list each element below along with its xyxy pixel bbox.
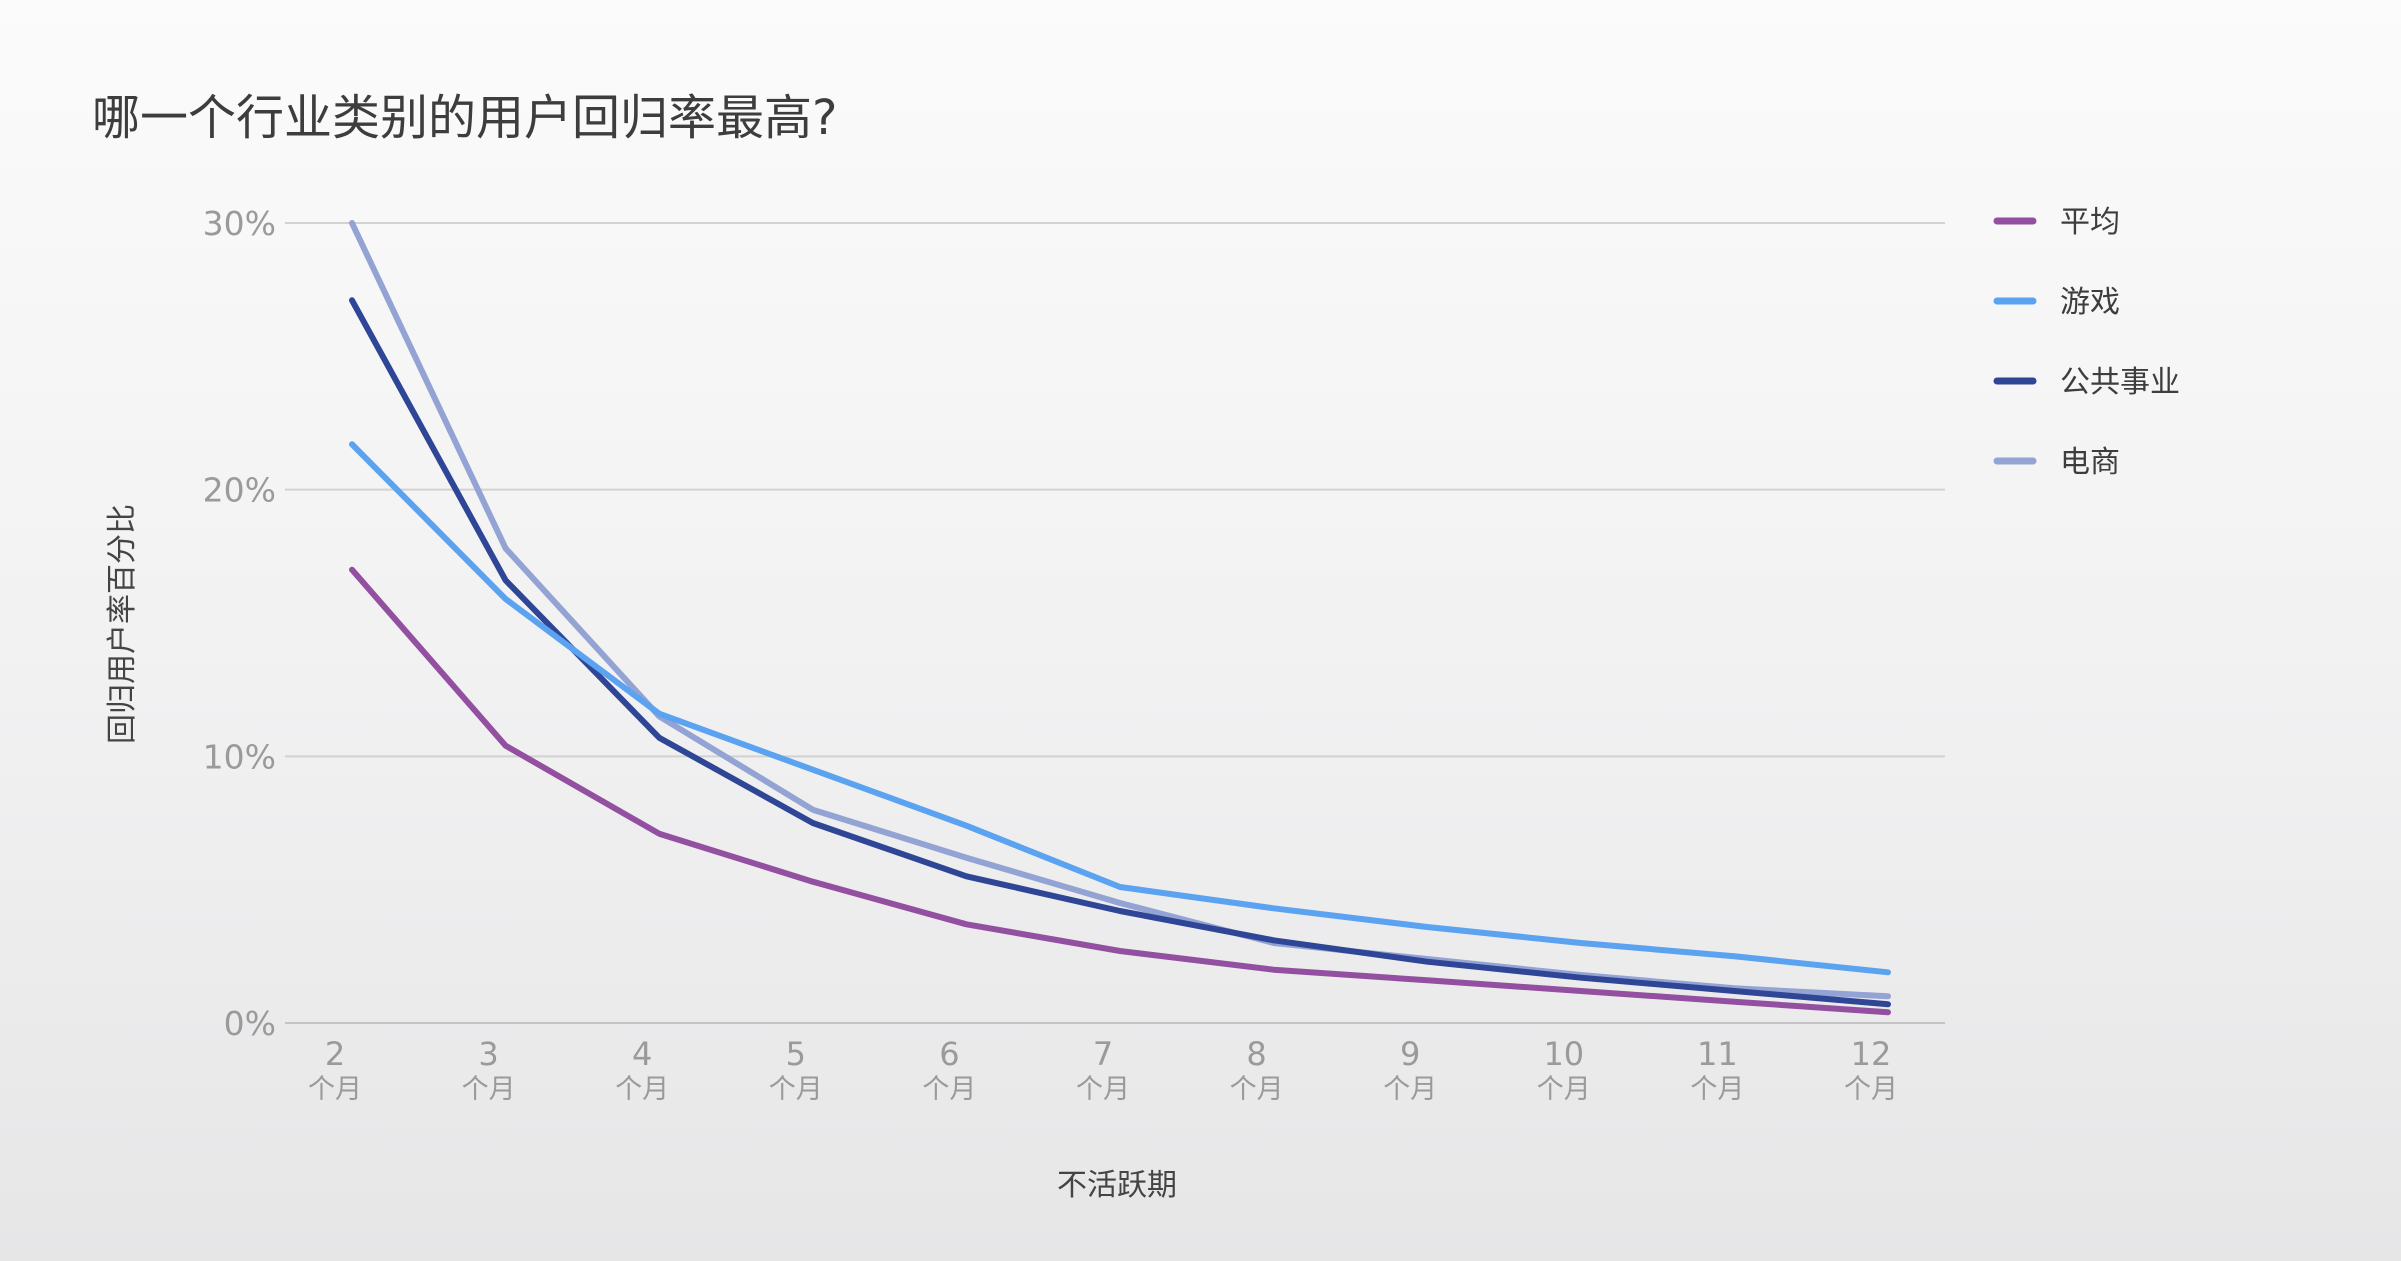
chart-title: 哪一个行业类别的用户回归率最高? xyxy=(92,90,838,146)
x-tick-label: 5 xyxy=(786,1035,806,1073)
y-tick-label: 30% xyxy=(203,204,276,243)
x-tick-label: 4 xyxy=(632,1035,652,1073)
x-tick-label: 12 xyxy=(1851,1035,1892,1073)
y-tick-label: 10% xyxy=(203,737,276,776)
x-tick-label: 6 xyxy=(939,1035,959,1073)
x-tick-unit: 个月 xyxy=(922,1074,976,1105)
y-axis-title: 回归用户率百分比 xyxy=(105,504,140,744)
x-tick-label: 11 xyxy=(1697,1035,1738,1073)
x-tick-label: 7 xyxy=(1093,1035,1113,1073)
x-tick-unit: 个月 xyxy=(615,1074,669,1105)
x-tick-label: 2 xyxy=(325,1035,345,1073)
x-tick-label: 3 xyxy=(478,1035,498,1073)
series-line-3 xyxy=(349,220,1891,1000)
series-lines xyxy=(349,220,1891,1016)
x-tick-unit: 个月 xyxy=(308,1074,362,1105)
x-tick-unit: 个月 xyxy=(462,1074,516,1105)
legend-label: 公共事业 xyxy=(2060,365,2180,400)
y-tick-label: 20% xyxy=(203,471,276,510)
gridlines xyxy=(285,222,1945,1024)
x-tick-label: 10 xyxy=(1543,1035,1584,1073)
y-tick-label: 0% xyxy=(224,1004,276,1043)
legend-label: 游戏 xyxy=(2060,285,2120,320)
x-tick-unit: 个月 xyxy=(1844,1074,1898,1105)
x-tick-unit: 个月 xyxy=(1537,1074,1591,1105)
series-line-2 xyxy=(349,297,1891,1008)
x-axis-title: 不活跃期 xyxy=(1057,1168,1177,1203)
series-line-0 xyxy=(349,566,1891,1016)
x-tick-unit: 个月 xyxy=(1076,1074,1130,1105)
y-axis-ticks: 0% 10% 20% 30% xyxy=(203,204,276,1043)
x-tick-unit: 个月 xyxy=(1383,1074,1437,1105)
x-tick-unit: 个月 xyxy=(769,1074,823,1105)
x-tick-label: 9 xyxy=(1400,1035,1420,1073)
legend-label: 电商 xyxy=(2060,445,2120,480)
x-tick-label: 8 xyxy=(1246,1035,1266,1073)
x-tick-unit: 个月 xyxy=(1230,1074,1284,1105)
series-line-1 xyxy=(349,441,1891,976)
legend-label: 平均 xyxy=(2060,205,2120,240)
x-tick-unit: 个月 xyxy=(1690,1074,1744,1105)
